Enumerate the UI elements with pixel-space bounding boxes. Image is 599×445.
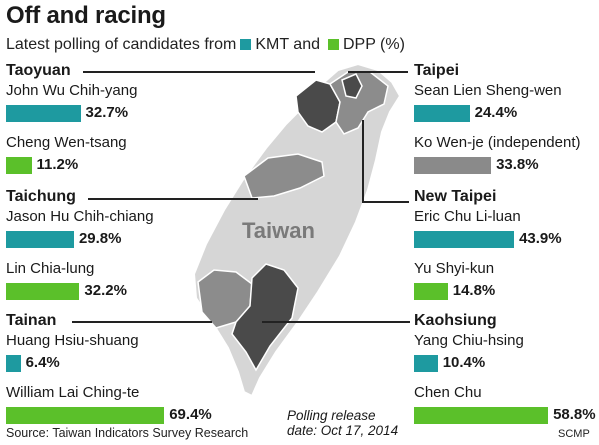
kmt-swatch [240, 39, 252, 50]
bar-new-taipei-kmt [414, 231, 515, 248]
candidate-name: Ko Wen-je (independent) [414, 134, 581, 151]
bar-taoyuan-kmt [6, 105, 81, 122]
kaohsiung-region [231, 263, 299, 372]
candidate-name: John Wu Chih-yang [6, 82, 138, 99]
dpp-swatch [327, 39, 339, 50]
value-label: 32.2% [84, 282, 127, 299]
taichung-region [243, 153, 325, 199]
value-label: 32.7% [85, 104, 129, 121]
taoyuan-leader-line [83, 71, 315, 73]
new-taipei-leader-vline [362, 120, 364, 202]
subtitle-dpp: DPP (%) [342, 36, 405, 53]
value-label: 24.4% [474, 104, 518, 121]
bar-new-taipei-dpp [414, 283, 448, 300]
region-label-taoyuan: Taoyuan [6, 62, 71, 79]
taipei-leader-line [348, 71, 408, 73]
value-label: 14.8% [452, 282, 496, 299]
bar-tainan-dpp [6, 407, 165, 424]
region-label-new-taipei: New Taipei [414, 188, 497, 205]
region-label-taichung: Taichung [6, 188, 76, 205]
map-label: Taiwan [242, 218, 315, 243]
value-label: 10.4% [442, 354, 486, 371]
taichung-leader-line [88, 198, 258, 200]
value-label: 29.8% [78, 230, 122, 247]
candidate-name: Cheng Wen-tsang [6, 134, 127, 151]
value-label: 11.2% [36, 156, 79, 173]
candidate-name: Chen Chu [414, 384, 482, 401]
bar-kaohsiung-kmt [414, 355, 438, 372]
bar-taipei-independent [414, 157, 492, 174]
subtitle-kmt: KMT and [255, 36, 320, 53]
value-label: 69.4% [169, 406, 212, 423]
chart-subtitle: Latest polling of candidates from KMT and… [6, 36, 405, 54]
value-label: 33.8% [496, 156, 539, 173]
value-label: 58.8% [553, 406, 596, 423]
bar-taichung-dpp [6, 283, 80, 300]
candidate-name: Eric Chu Li-luan [414, 208, 521, 225]
new-taipei-leader-hline [362, 201, 409, 203]
value-label: 43.9% [519, 230, 562, 247]
source-note: Source: Taiwan Indicators Survey Researc… [6, 426, 249, 440]
region-label-taipei: Taipei [414, 62, 460, 79]
region-label-tainan: Tainan [6, 312, 57, 329]
value-label: 6.4% [25, 354, 60, 371]
kaohsiung-leader-line [262, 321, 410, 323]
tainan-leader-line [72, 321, 212, 323]
candidate-name: Jason Hu Chih-chiang [6, 208, 154, 225]
bar-taipei-kmt [414, 105, 470, 122]
candidate-name: Sean Lien Sheng-wen [414, 82, 562, 99]
credit: SCMP [558, 428, 590, 440]
candidate-name: Yu Shyi-kun [414, 260, 495, 277]
candidate-name: Huang Hsiu-shuang [6, 332, 139, 349]
bar-taichung-kmt [6, 231, 74, 248]
candidate-name: Lin Chia-lung [6, 260, 95, 277]
bar-tainan-kmt [6, 355, 21, 372]
region-label-kaohsiung: Kaohsiung [414, 312, 497, 329]
candidate-name: Yang Chiu-hsing [414, 332, 524, 349]
subtitle-prefix: Latest polling of candidates from [6, 36, 237, 53]
taipei-region [341, 73, 363, 99]
chart-title: Off and racing [6, 2, 166, 29]
bar-kaohsiung-dpp [414, 407, 549, 424]
candidate-name: William Lai Ching-te [6, 384, 140, 401]
release-date-note: Polling release date: Oct 17, 2014 [287, 408, 399, 438]
bar-taoyuan-dpp [6, 157, 32, 174]
